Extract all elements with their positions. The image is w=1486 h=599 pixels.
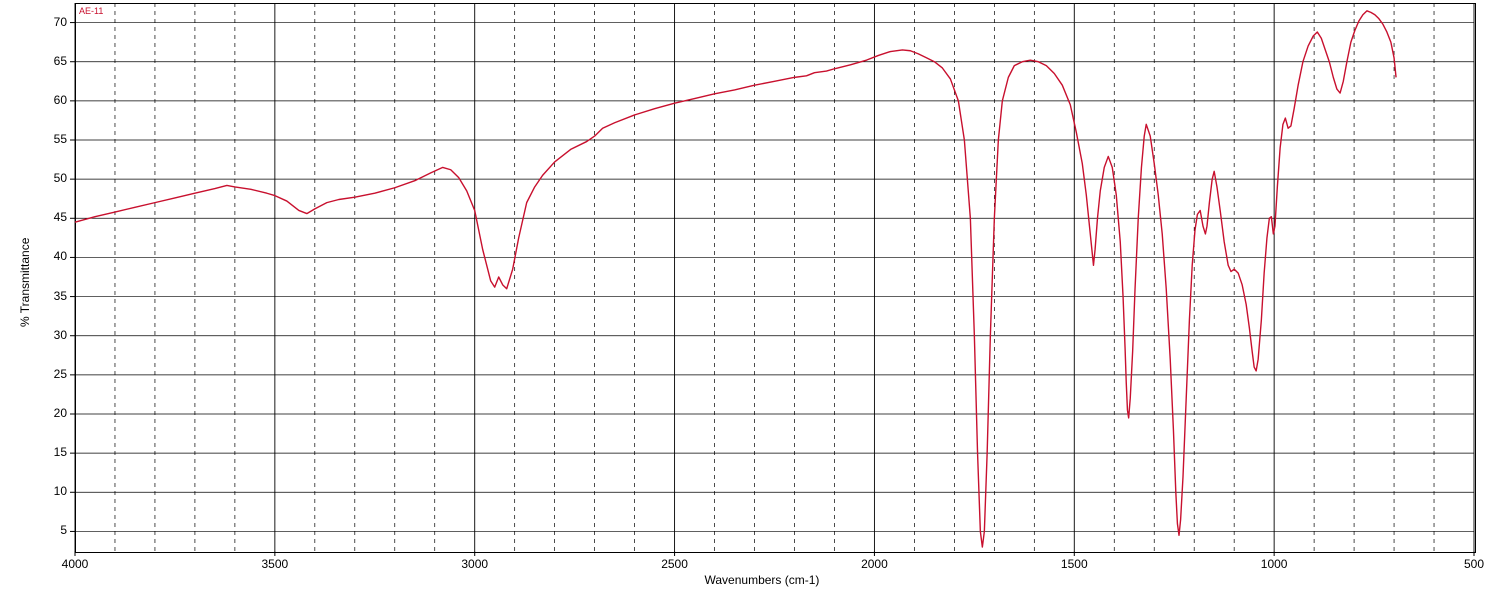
y-tick-label: 45 [54,210,67,224]
y-tick-label: 60 [54,93,67,107]
y-tick-label: 65 [54,54,67,68]
y-tick-label: 10 [54,484,67,498]
x-tick-label: 1500 [1054,557,1094,571]
x-tick-label: 2500 [655,557,695,571]
y-tick-label: 15 [54,445,67,459]
y-tick-label: 40 [54,249,67,263]
chart-svg [0,0,1486,599]
x-tick-label: 500 [1454,557,1486,571]
y-tick-label: 50 [54,171,67,185]
x-tick-label: 1000 [1254,557,1294,571]
chart-container: % Transmittance Wavenumbers (cm-1) AE-11… [0,0,1486,599]
x-tick-label: 3500 [255,557,295,571]
y-tick-label: 70 [54,15,67,29]
x-axis-label: Wavenumbers (cm-1) [705,573,820,587]
y-tick-label: 30 [54,328,67,342]
y-tick-label: 20 [54,406,67,420]
series-legend: AE-11 [79,6,103,16]
y-tick-label: 35 [54,289,67,303]
x-tick-label: 3000 [455,557,495,571]
x-tick-label: 2000 [854,557,894,571]
x-tick-label: 4000 [55,557,95,571]
y-tick-label: 5 [60,523,67,537]
y-tick-label: 55 [54,132,67,146]
y-tick-label: 25 [54,367,67,381]
y-axis-label: % Transmittance [18,238,32,327]
